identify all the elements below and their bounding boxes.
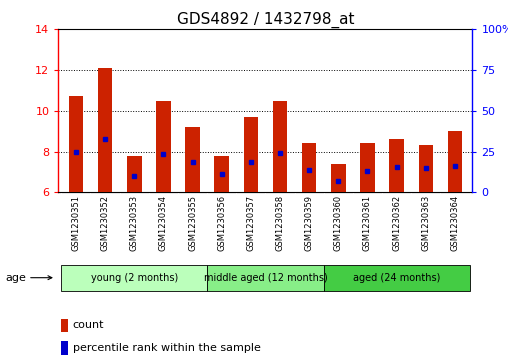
FancyBboxPatch shape	[207, 265, 324, 291]
Text: age: age	[5, 273, 26, 283]
Bar	[185, 127, 200, 192]
Bar	[389, 139, 404, 192]
Title: GDS4892 / 1432798_at: GDS4892 / 1432798_at	[177, 12, 354, 28]
Text: GSM1230357: GSM1230357	[246, 195, 256, 250]
Text: GSM1230361: GSM1230361	[363, 195, 372, 250]
Bar	[214, 156, 229, 192]
Bar	[243, 117, 258, 192]
Bar	[448, 131, 462, 192]
Text: GSM1230363: GSM1230363	[421, 195, 430, 251]
Text: GSM1230355: GSM1230355	[188, 195, 197, 250]
Text: GSM1230364: GSM1230364	[451, 195, 459, 250]
Bar	[69, 97, 83, 192]
Text: young (2 months): young (2 months)	[90, 273, 178, 283]
Text: GSM1230353: GSM1230353	[130, 195, 139, 250]
Bar	[61, 342, 68, 355]
FancyBboxPatch shape	[61, 265, 207, 291]
Text: GSM1230360: GSM1230360	[334, 195, 343, 250]
Text: middle aged (12 months): middle aged (12 months)	[204, 273, 327, 283]
Text: GSM1230358: GSM1230358	[275, 195, 284, 250]
Bar	[302, 143, 316, 192]
Text: GSM1230352: GSM1230352	[101, 195, 110, 250]
Text: GSM1230354: GSM1230354	[159, 195, 168, 250]
Text: count: count	[73, 321, 104, 330]
Bar	[127, 156, 142, 192]
Bar	[61, 319, 68, 332]
Text: GSM1230359: GSM1230359	[305, 195, 313, 250]
Bar	[273, 101, 288, 192]
Text: percentile rank within the sample: percentile rank within the sample	[73, 343, 261, 353]
Bar	[360, 143, 375, 192]
Text: GSM1230351: GSM1230351	[72, 195, 80, 250]
Text: aged (24 months): aged (24 months)	[353, 273, 440, 283]
Bar	[156, 101, 171, 192]
Bar	[419, 146, 433, 192]
Text: GSM1230356: GSM1230356	[217, 195, 226, 250]
Text: GSM1230362: GSM1230362	[392, 195, 401, 250]
Bar	[98, 68, 112, 192]
FancyBboxPatch shape	[324, 265, 469, 291]
Bar	[331, 164, 345, 192]
